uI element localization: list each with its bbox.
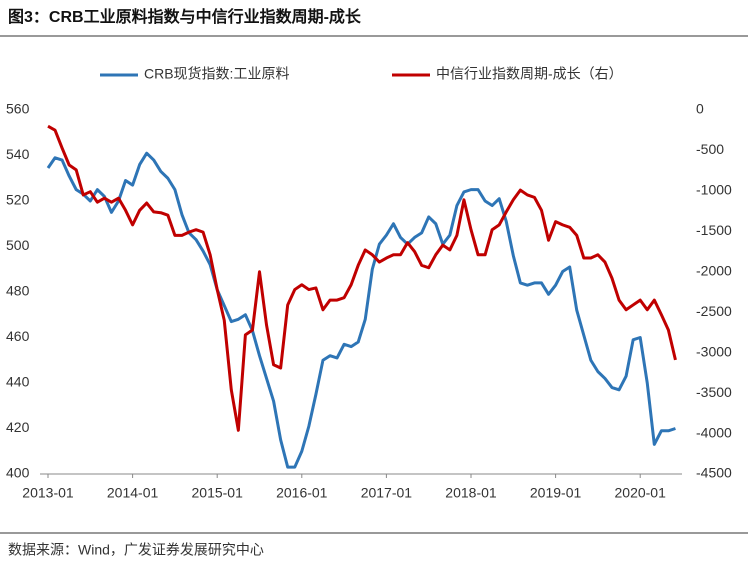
legend-label: 中信行业指数周期-成长（右） <box>436 66 623 82</box>
x-tick-label: 2018-01 <box>445 485 497 501</box>
y2-tick-label: -2000 <box>696 262 732 278</box>
series-line <box>47 124 677 432</box>
chart-title: 图3：CRB工业原料指数与中信行业指数周期-成长 <box>8 7 362 26</box>
series-line <box>46 151 676 469</box>
x-tick-label: 2020-01 <box>615 485 667 501</box>
y-tick-label: 400 <box>6 465 30 481</box>
x-tick-label: 2016-01 <box>276 485 328 501</box>
y-tick-label: 420 <box>6 419 30 435</box>
y2-tick-label: -3000 <box>696 343 732 359</box>
y-tick-label: 440 <box>6 374 30 390</box>
source: 数据来源：Wind，广发证券发展研究中心 <box>8 542 264 558</box>
y2-tick-label: -4500 <box>696 465 732 481</box>
y-tick-label: 540 <box>6 146 30 162</box>
x-tick-label: 2014-01 <box>107 485 159 501</box>
y-tick-label: 500 <box>6 237 30 253</box>
y-tick-label: 560 <box>6 101 30 117</box>
x-tick-label: 2019-01 <box>530 485 582 501</box>
y2-tick-label: 0 <box>696 101 704 117</box>
x-tick-label: 2017-01 <box>361 485 413 501</box>
y-tick-label: 460 <box>6 328 30 344</box>
y-tick-label: 520 <box>6 192 30 208</box>
y2-tick-label: -500 <box>696 141 724 157</box>
y2-tick-label: -3500 <box>696 384 732 400</box>
y2-tick-label: -2500 <box>696 303 732 319</box>
y2-tick-label: -4000 <box>696 424 732 440</box>
x-tick-label: 2015-01 <box>192 485 244 501</box>
y2-tick-label: -1000 <box>696 182 732 198</box>
y-tick-label: 480 <box>6 283 30 299</box>
y2-tick-label: -1500 <box>696 222 732 238</box>
legend-label: CRB现货指数:工业原料 <box>144 66 289 82</box>
x-tick-label: 2013-01 <box>22 485 74 501</box>
